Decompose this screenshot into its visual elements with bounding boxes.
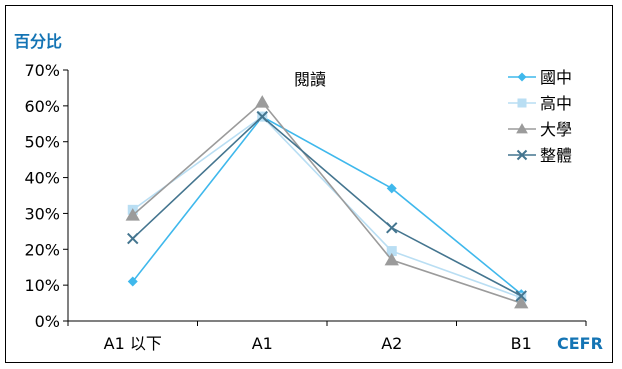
legend-label: 整體: [540, 146, 572, 165]
data-point: [127, 232, 139, 245]
y-tick-label: 70%: [24, 61, 60, 80]
series: [127, 110, 527, 302]
y-tick-label: 0%: [35, 312, 60, 331]
series: [127, 111, 527, 300]
legend-item: 大學: [508, 120, 572, 139]
data-point: [256, 110, 268, 123]
data-point: [255, 95, 270, 108]
data-point: [386, 222, 398, 234]
y-tick-label: 10%: [24, 276, 60, 295]
data-point: [515, 290, 527, 302]
x-tick-label: B1: [511, 334, 532, 353]
data-point-stroke: [386, 222, 398, 234]
data-point: [516, 149, 528, 161]
legend-label: 大學: [540, 120, 572, 139]
series-line: [132, 115, 522, 299]
data-point: [517, 98, 527, 108]
chart-title: 閱讀: [294, 70, 326, 89]
data-point: [386, 183, 397, 194]
x-tick-label: A1: [252, 334, 273, 353]
series: [125, 95, 529, 309]
line-chart: 百分比 CEFR 閱讀 0% 10% 20% 30% 40% 50% 60% 70% A1 以下…: [14, 32, 603, 353]
data-point-stroke: [127, 232, 139, 245]
data-point: [127, 276, 138, 287]
data-point: [386, 246, 397, 257]
legend-label: 高中: [540, 94, 572, 113]
series: [127, 111, 527, 303]
legend-item: 高中: [508, 94, 572, 113]
data-point: [384, 252, 399, 266]
data-point: [125, 208, 140, 221]
series-group: [125, 95, 529, 309]
axes: 0% 10% 20% 30% 40% 50% 60% 70% A1 以下 A1 A2 B1: [24, 61, 587, 353]
x-tick-label: A1 以下: [104, 334, 162, 353]
legend-item: 整體: [508, 146, 572, 165]
series-line: [132, 101, 522, 304]
data-point: [514, 295, 529, 309]
y-tick-label: 40%: [24, 169, 60, 188]
y-tick-label: 60%: [24, 97, 60, 116]
x-axis-label: CEFR: [557, 334, 603, 353]
chart-frame: 百分比 CEFR 閱讀 0% 10% 20% 30% 40% 50% 60% 70% A1 以下…: [5, 5, 613, 363]
data-point: [516, 123, 528, 134]
data-point-stroke: [515, 290, 527, 302]
data-point-stroke: [516, 149, 528, 161]
y-tick-label: 30%: [24, 204, 60, 223]
legend-label: 國中: [540, 68, 572, 87]
series-line: [132, 115, 522, 297]
y-tick-label: 20%: [24, 240, 60, 259]
legend-item: 國中: [508, 68, 572, 87]
data-point: [517, 72, 527, 82]
y-axis-label: 百分比: [14, 32, 62, 51]
y-tick-label: 50%: [24, 133, 60, 152]
data-point-stroke: [256, 110, 268, 123]
x-tick-label: A2: [381, 334, 402, 353]
series-line: [132, 115, 522, 295]
